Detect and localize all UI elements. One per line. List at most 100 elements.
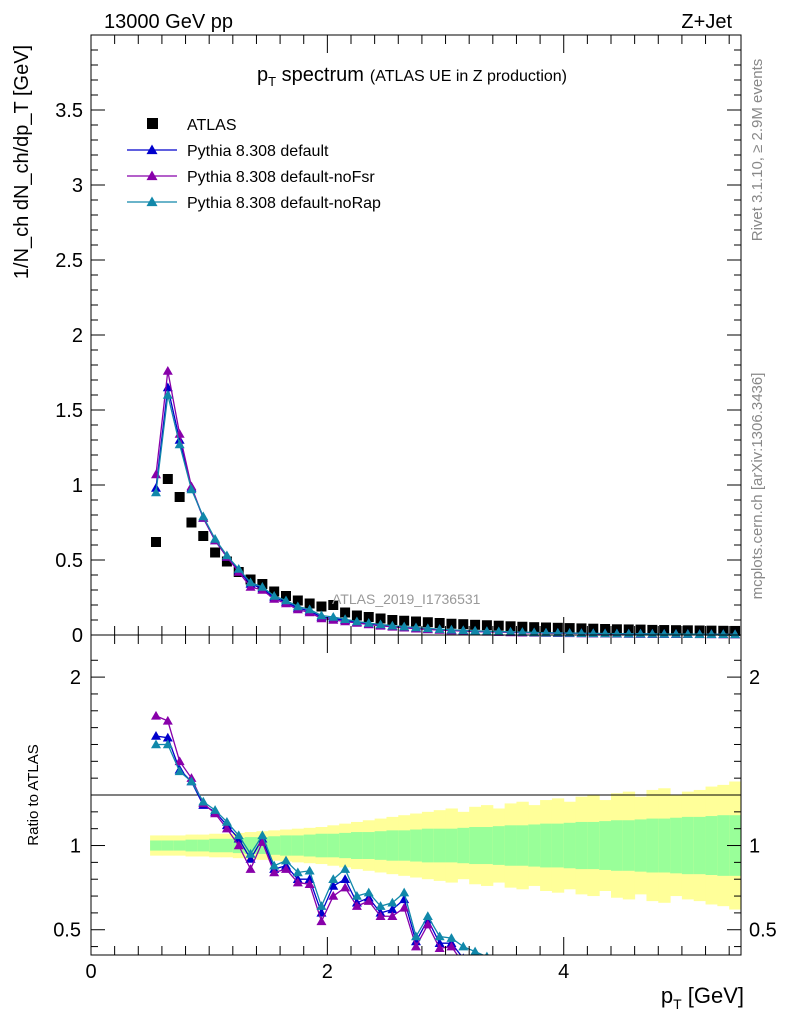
ratio-inner-band-bin [670, 817, 683, 874]
mc-series-point [718, 629, 729, 639]
mc-series-point [221, 550, 232, 560]
title-paren: (ATLAS UE in Z production) [370, 68, 567, 85]
mc-series-point [434, 624, 445, 633]
ratio-inner-band-bin [540, 823, 553, 868]
main-panel: 0 0.5 1 1.5 2 2.5 3 3.5 ATLAS_2019_I1736531 pT … [11, 34, 742, 647]
atlas-data-point [481, 620, 492, 631]
mc-series-point [682, 629, 693, 638]
legend: ATLAS Pythia 8.308 default Pythia 8.308 de… [127, 117, 381, 212]
legend-entry-label: Pythia 8.308 default-noFsr [187, 169, 375, 186]
ratio-series-point [328, 891, 339, 900]
mc-series-point [174, 439, 185, 449]
mc-series-point [387, 620, 398, 630]
mc-series-point [269, 591, 280, 600]
mc-series-point [529, 627, 540, 637]
atlas-data-point [363, 612, 374, 622]
atlas-data-point [210, 547, 221, 558]
legend-marker [146, 144, 158, 155]
x-tick-label: 4 [558, 961, 569, 983]
header-energy-label: 13000 GeV pp [104, 11, 233, 33]
x-axis: 0 2 4 [85, 35, 730, 983]
ratio-series-point [411, 931, 421, 941]
atlas-data-point [493, 620, 504, 631]
ratio-inner-band-bin [185, 839, 198, 852]
ratio-series-point [387, 897, 398, 907]
legend-entry-label: Pythia 8.308 default-noRap [187, 195, 381, 212]
atlas-data-point [470, 619, 481, 630]
x-label-unit: [GeV] [682, 983, 744, 1008]
mc-series-point [694, 629, 705, 638]
ratio-inner-band-bin [303, 834, 317, 857]
ratio-inner-band-bin [551, 823, 565, 868]
atlas-data-point [387, 615, 398, 625]
ratio-series-point [387, 904, 398, 914]
mc-series-point [446, 624, 457, 634]
ratio-inner-band-bin [209, 838, 222, 853]
x-axis-label: pT [GeV] [661, 983, 744, 1012]
ratio-y-tick-label: 0.5 [53, 920, 81, 942]
ratio-series-point [422, 919, 433, 929]
mc-series-point [505, 626, 516, 636]
ratio-series-point [304, 879, 315, 889]
title-sub-t: T [268, 74, 276, 89]
atlas-data-point [422, 617, 433, 628]
ratio-series-point [221, 823, 232, 833]
ratio-series-point [151, 710, 161, 720]
atlas-data-point [198, 531, 209, 541]
mc-series-point [730, 629, 741, 639]
mc-series-point [245, 582, 256, 591]
ratio-series-point [422, 911, 433, 921]
ratio-inner-band-bin [268, 836, 281, 855]
ratio-inner-band-bin [221, 838, 234, 853]
ratio-series-point [351, 901, 362, 910]
ratio-series-point [162, 715, 173, 725]
header-process-label: Z+Jet [681, 11, 732, 33]
mc-series-point [328, 612, 339, 621]
ratio-inner-band-bin [563, 822, 577, 869]
main-y-tick-label: 2 [72, 325, 83, 347]
ratio-series-point [245, 864, 256, 873]
mc-series-point [162, 366, 173, 375]
legend-entry-label: ATLAS [187, 117, 237, 134]
atlas-data-point [541, 622, 551, 633]
ratio-series-point [340, 864, 351, 873]
atlas-data-point [517, 621, 528, 632]
mc-series-point [233, 564, 244, 573]
ratio-y-tick-label-right: 1 [749, 836, 760, 858]
ratio-series-point [340, 874, 351, 883]
legend-marker [146, 196, 158, 207]
ratio-inner-band-bin [386, 830, 399, 861]
mc-series-point [174, 435, 185, 444]
ratio-y-axis: 0.5 0.5 1 1 2 2 [53, 659, 777, 948]
ratio-inner-band-bin [658, 818, 671, 873]
ratio-series-point [316, 901, 327, 910]
mc-series-point [257, 582, 268, 591]
atlas-data-point [162, 474, 173, 484]
ratio-series-point [151, 739, 161, 749]
ratio-inner-band-bin [528, 824, 541, 867]
mc-series-point [304, 604, 315, 614]
ratio-series-point [162, 739, 173, 749]
atlas-data-point [151, 537, 161, 547]
ratio-inner-band-bin [622, 820, 636, 871]
ratio-inner-band-bin [646, 818, 659, 873]
ratio-series-point [151, 731, 161, 740]
mc-series-point [411, 622, 421, 632]
x-tick-label: 0 [85, 961, 96, 983]
ratio-series-point [221, 816, 232, 826]
ratio-series-point [269, 860, 280, 870]
ratio-series-point [363, 896, 374, 905]
ratio-inner-band-bin [457, 827, 470, 864]
main-y-tick-label: 1.5 [55, 400, 83, 422]
ratio-inner-band-bin [693, 816, 707, 875]
mc-series-point [198, 511, 209, 521]
ratio-series-point [411, 941, 421, 951]
ratio-series-point [174, 766, 185, 776]
ratio-series-point [281, 864, 291, 873]
atlas-data-point [304, 598, 315, 609]
mc-series-point [552, 627, 563, 637]
mc-series-point [481, 626, 492, 635]
ratio-inner-band-bin [327, 833, 340, 858]
ratio-series-point [399, 887, 410, 897]
ratio-series-point [281, 855, 291, 865]
